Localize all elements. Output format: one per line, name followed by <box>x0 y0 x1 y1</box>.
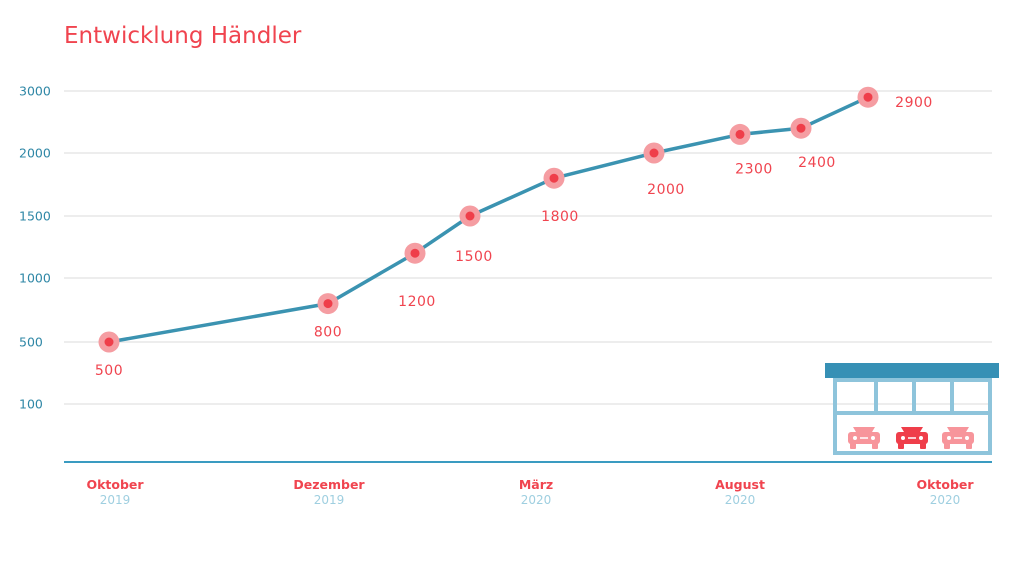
data-point <box>796 123 806 133</box>
data-label: 2300 <box>735 161 773 177</box>
x-tick-month: Dezember <box>293 477 365 492</box>
x-tick-month: März <box>519 477 553 492</box>
data-label: 2000 <box>647 182 685 198</box>
data-markers <box>98 86 879 353</box>
y-tick-label: 1000 <box>19 271 51 286</box>
x-axis: Oktober2019Dezember2019März2020August202… <box>86 477 974 507</box>
garage-roof <box>825 363 999 378</box>
car-icon <box>942 427 974 449</box>
data-label: 1800 <box>541 209 579 225</box>
y-tick-label: 1500 <box>19 209 51 224</box>
chart-title: Entwicklung Händler <box>64 23 302 49</box>
data-labels: 500 800 1200 1500 1800 2000 2300 2400 2900 <box>95 95 933 379</box>
y-axis: 100 500 1000 1500 2000 3000 <box>19 84 51 412</box>
cars <box>848 427 974 449</box>
data-point <box>863 92 873 102</box>
y-tick-label: 2000 <box>19 146 51 161</box>
data-point <box>104 337 114 347</box>
x-tick-year: 2020 <box>725 493 756 507</box>
x-tick-year: 2019 <box>314 493 345 507</box>
y-tick-label: 3000 <box>19 84 51 99</box>
data-point <box>735 129 745 139</box>
x-tick-year: 2020 <box>521 493 552 507</box>
x-tick-month: Oktober <box>916 477 974 492</box>
car-icon <box>896 427 928 449</box>
x-tick-year: 2019 <box>100 493 131 507</box>
series-line <box>108 95 869 344</box>
data-label: 1200 <box>398 294 436 310</box>
data-label: 2400 <box>798 155 836 171</box>
x-tick-month: August <box>715 477 765 492</box>
car-icon <box>848 427 880 449</box>
data-point <box>410 248 420 258</box>
x-tick-year: 2020 <box>930 493 961 507</box>
data-point <box>549 173 559 183</box>
data-label: 500 <box>95 363 123 379</box>
data-label: 1500 <box>455 249 493 265</box>
data-label: 800 <box>314 325 342 341</box>
data-label: 2900 <box>895 95 933 111</box>
garage-icon <box>825 363 999 455</box>
grid <box>64 90 992 405</box>
data-point <box>323 299 333 309</box>
data-point <box>649 148 659 158</box>
data-point <box>465 211 475 221</box>
garage-frame <box>833 378 992 455</box>
y-tick-label: 500 <box>19 335 43 350</box>
x-tick-month: Oktober <box>86 477 144 492</box>
y-tick-label: 100 <box>19 397 43 412</box>
